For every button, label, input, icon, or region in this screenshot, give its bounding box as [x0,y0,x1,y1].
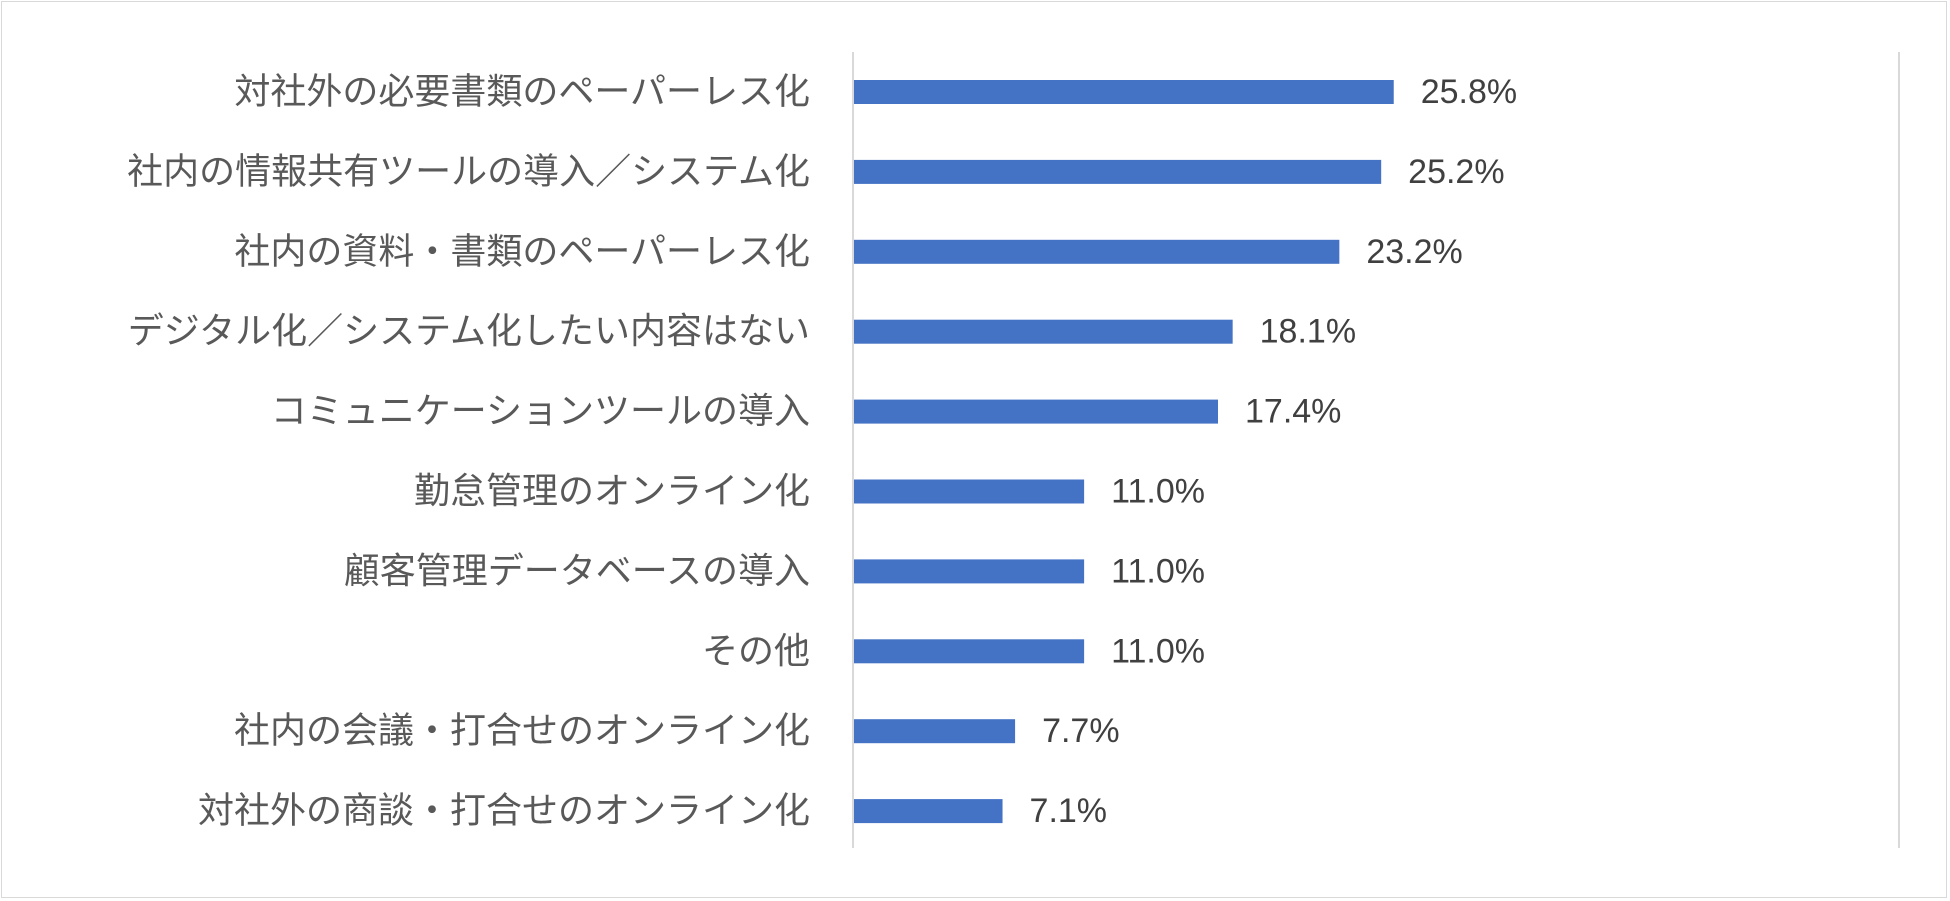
category-label: 勤怠管理のオンライン化 [414,471,810,512]
data-labels-group: 25.8% 25.2% 23.2% 18.1% 17.4% 11.0% 11.0% 11.0%… [1030,73,1518,830]
data-label: 18.1% [1260,313,1356,351]
bar [854,639,1085,664]
category-label: その他 [702,631,810,672]
category-label: 対社外の必要書類のペーパーレス化 [234,72,810,113]
bar [854,559,1085,584]
category-label: 顧客管理データベースの導入 [344,551,810,592]
category-labels-group: 対社外の必要書類のペーパーレス化社内の情報共有ツールの導入／システム化社内の資料… [127,72,810,832]
bar [854,159,1382,184]
data-label: 7.7% [1042,712,1120,750]
data-label: 25.8% [1421,73,1517,111]
data-label: 11.0% [1111,632,1205,670]
bar [854,479,1085,504]
category-label: 社内の資料・書類のペーパーレス化 [234,231,810,272]
category-label: デジタル化／システム化したい内容はない [128,311,810,352]
data-label: 17.4% [1245,393,1341,431]
data-label: 7.1% [1030,792,1108,830]
bar [854,239,1340,264]
bar [854,399,1219,424]
category-label: 対社外の商談・打合せのオンライン化 [198,791,810,832]
bar [854,80,1394,104]
bar [854,799,1003,824]
bars-group [854,80,1394,824]
data-label: 11.0% [1111,473,1205,511]
category-label: コミュニケーションツールの導入 [271,391,810,432]
data-label: 23.2% [1366,233,1462,271]
data-label: 25.2% [1408,153,1504,191]
category-label: 社内の会議・打合せのオンライン化 [234,711,810,752]
data-label: 11.0% [1111,552,1205,590]
bar [854,719,1016,744]
bar [854,319,1233,344]
category-label: 社内の情報共有ツールの導入／システム化 [127,151,810,192]
